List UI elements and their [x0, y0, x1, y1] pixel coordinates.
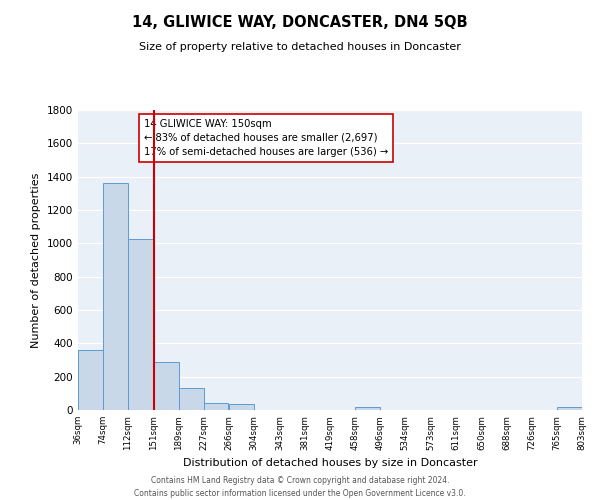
- Bar: [128, 239, 153, 410]
- Bar: [203, 402, 229, 410]
- X-axis label: Distribution of detached houses by size in Doncaster: Distribution of detached houses by size …: [182, 458, 478, 468]
- Text: Contains HM Land Registry data © Crown copyright and database right 2024.: Contains HM Land Registry data © Crown c…: [151, 476, 449, 485]
- Bar: [229, 404, 254, 410]
- Bar: [154, 362, 179, 410]
- Text: 14, GLIWICE WAY, DONCASTER, DN4 5QB: 14, GLIWICE WAY, DONCASTER, DN4 5QB: [132, 15, 468, 30]
- Bar: [103, 184, 128, 410]
- Bar: [78, 350, 103, 410]
- Bar: [179, 388, 203, 410]
- Text: Contains public sector information licensed under the Open Government Licence v3: Contains public sector information licen…: [134, 489, 466, 498]
- Text: Size of property relative to detached houses in Doncaster: Size of property relative to detached ho…: [139, 42, 461, 52]
- Y-axis label: Number of detached properties: Number of detached properties: [31, 172, 41, 348]
- Text: 14 GLIWICE WAY: 150sqm
← 83% of detached houses are smaller (2,697)
17% of semi-: 14 GLIWICE WAY: 150sqm ← 83% of detached…: [143, 119, 388, 157]
- Bar: [557, 406, 582, 410]
- Bar: [355, 406, 380, 410]
